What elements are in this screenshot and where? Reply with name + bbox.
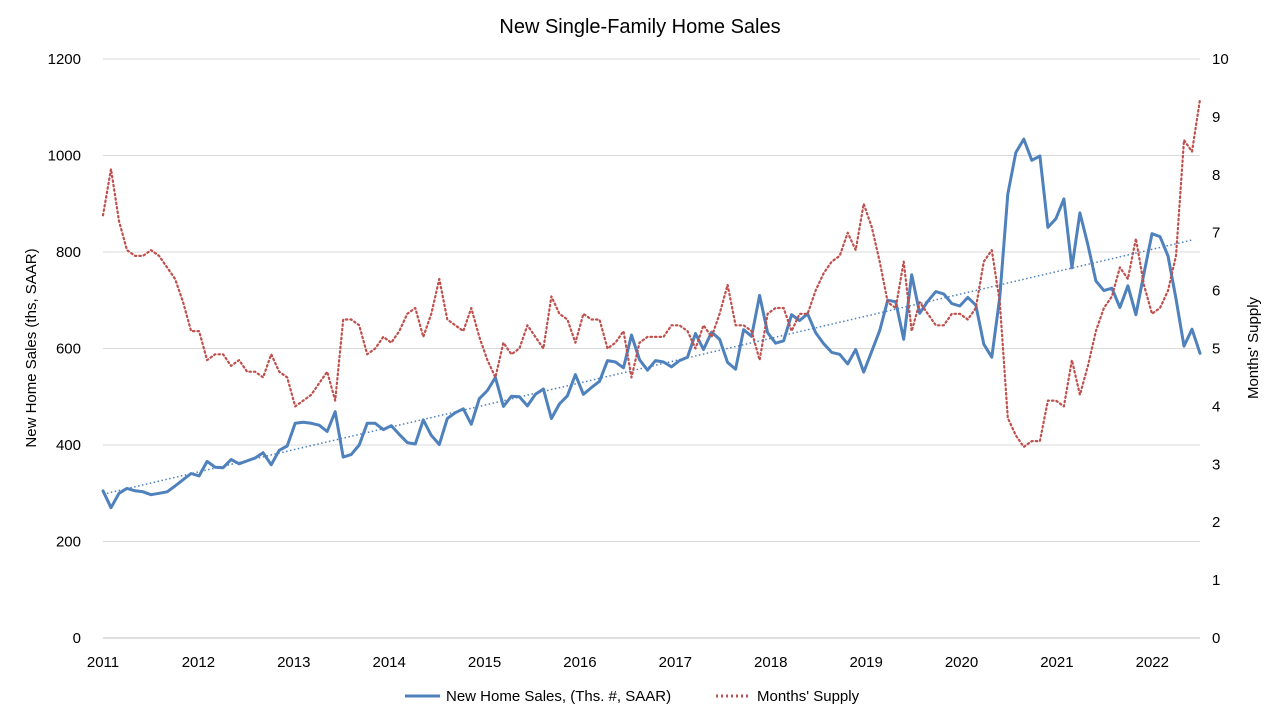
grid-lines	[103, 58, 1200, 639]
left-tick-label-0: 0	[73, 630, 81, 647]
series-line-months-supply	[101, 98, 1202, 448]
x-tick-label-2011: 2011	[87, 654, 119, 671]
legend: New Home Sales, (Ths. #, SAAR) Months' S…	[405, 688, 860, 705]
left-axis-title: New Home Sales (ths, SAAR)	[23, 248, 40, 447]
right-axis-ticks: 0 1 2 3 4 5 6 7 8 9 10	[1212, 51, 1229, 647]
right-tick-label-1: 1	[1212, 572, 1220, 589]
x-tick-label-2016: 2016	[563, 654, 596, 671]
legend-label-new-home-sales: New Home Sales, (Ths. #, SAAR)	[446, 688, 671, 705]
x-tick-label-2014: 2014	[372, 654, 405, 671]
legend-label-months-supply: Months' Supply	[757, 688, 860, 705]
x-axis-ticks: 2011 2012 2013 2014 2015 2016 2017 2018 2019 2020…	[87, 654, 1169, 671]
right-tick-label-3: 3	[1212, 456, 1220, 473]
x-tick-label-2022: 2022	[1136, 654, 1169, 671]
x-tick-label-2012: 2012	[182, 654, 215, 671]
right-axis-title: Months' Supply	[1245, 296, 1262, 399]
chart-title: New Single-Family Home Sales	[499, 16, 780, 38]
right-tick-label-4: 4	[1212, 398, 1220, 415]
right-tick-label-0: 0	[1212, 630, 1220, 647]
x-tick-label-2019: 2019	[849, 654, 882, 671]
right-tick-label-2: 2	[1212, 514, 1220, 531]
right-tick-label-10: 10	[1212, 51, 1229, 68]
left-tick-label-1200: 1200	[48, 51, 81, 68]
left-tick-label-1000: 1000	[48, 148, 81, 165]
x-tick-label-2018: 2018	[754, 654, 787, 671]
left-axis-ticks: 0 200 400 600 800 1000 1200	[48, 51, 81, 647]
right-tick-label-9: 9	[1212, 109, 1220, 126]
x-tick-label-2017: 2017	[659, 654, 692, 671]
left-tick-label-800: 800	[56, 244, 81, 261]
series-layer	[101, 98, 1202, 510]
x-tick-label-2020: 2020	[945, 654, 978, 671]
x-tick-label-2013: 2013	[277, 654, 310, 671]
right-tick-label-5: 5	[1212, 341, 1220, 358]
trendline-new-home-sales	[102, 239, 1193, 495]
x-tick-label-2021: 2021	[1040, 654, 1073, 671]
right-tick-label-6: 6	[1212, 283, 1220, 300]
left-tick-label-200: 200	[56, 534, 81, 551]
series-line-new-home-sales	[101, 137, 1202, 510]
right-tick-label-8: 8	[1212, 167, 1220, 184]
left-tick-label-400: 400	[56, 437, 81, 454]
left-tick-label-600: 600	[56, 341, 81, 358]
right-tick-label-7: 7	[1212, 225, 1220, 242]
x-tick-label-2015: 2015	[468, 654, 501, 671]
